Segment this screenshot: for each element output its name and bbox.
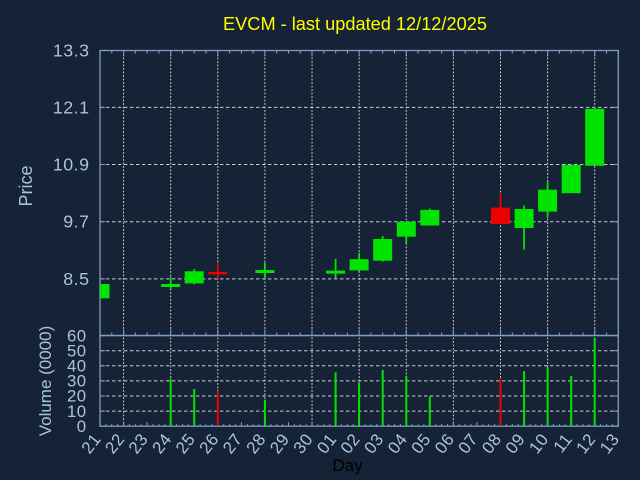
svg-text:Volume (0000): Volume (0000) xyxy=(36,326,55,437)
svg-text:40: 40 xyxy=(67,357,86,376)
svg-text:60: 60 xyxy=(67,326,86,345)
svg-text:30: 30 xyxy=(67,372,86,391)
svg-text:EVCM - last updated 12/12/2025: EVCM - last updated 12/12/2025 xyxy=(223,14,487,34)
svg-text:Price: Price xyxy=(16,165,36,206)
svg-text:9.7: 9.7 xyxy=(63,212,89,232)
svg-text:Day: Day xyxy=(332,456,363,475)
svg-text:13.3: 13.3 xyxy=(53,41,90,61)
svg-text:10: 10 xyxy=(67,402,86,421)
svg-text:0: 0 xyxy=(77,417,87,436)
svg-text:8.5: 8.5 xyxy=(63,269,89,289)
svg-text:12.1: 12.1 xyxy=(53,97,90,117)
svg-text:50: 50 xyxy=(67,341,86,360)
svg-text:10.9: 10.9 xyxy=(53,155,90,175)
svg-text:20: 20 xyxy=(67,387,86,406)
